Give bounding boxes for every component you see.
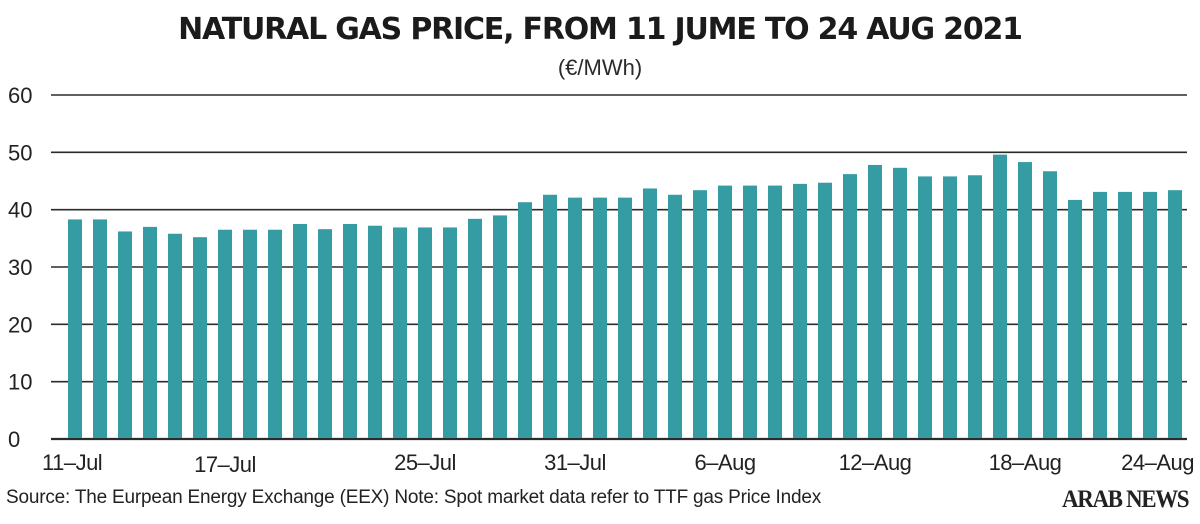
bar-26-Jul	[443, 227, 457, 438]
x-tick-label: 25–Jul	[394, 450, 456, 475]
bar-21-Jul	[318, 229, 332, 438]
bar-18-Jul	[243, 229, 257, 438]
bar-29-Jul	[518, 202, 532, 438]
x-axis-ticks: 11–Jul 17–Jul 25–Jul 31–Jul 6–Aug 12–Aug 18–Au…	[42, 450, 1195, 477]
bar-10-Aug	[818, 182, 832, 438]
bar-19-Jul	[268, 229, 282, 438]
chart-subtitle: (€/MWh)	[557, 55, 643, 80]
bar-13-Aug	[893, 167, 907, 438]
bar-8-Aug	[768, 185, 782, 438]
bar-7-Aug	[743, 185, 757, 438]
bar-9-Aug	[793, 183, 807, 438]
bar-13-Jul	[118, 231, 132, 438]
x-tick-label: 24–Aug	[1121, 450, 1194, 475]
bar-25-Jul	[418, 227, 432, 438]
y-tick-label: 60	[8, 83, 32, 108]
bar-12-Aug	[868, 164, 882, 439]
bar-21-Aug	[1093, 191, 1107, 438]
bar-22-Aug	[1118, 191, 1132, 438]
bar-6-Aug	[718, 185, 732, 438]
bar-17-Aug	[993, 154, 1007, 439]
y-tick-label: 20	[8, 312, 32, 337]
bar-15-Aug	[943, 176, 957, 438]
x-tick-label: 31–Jul	[544, 450, 606, 475]
bar-22-Jul	[343, 224, 357, 438]
bar-16-Jul	[193, 237, 207, 438]
x-tick-label: 17–Jul	[194, 452, 256, 477]
arab-news-logo: ARAB NEWS	[1061, 486, 1190, 513]
x-tick-label: 12–Aug	[839, 450, 912, 475]
bar-11-Jul	[68, 219, 82, 438]
bar-23-Jul	[368, 225, 382, 438]
y-tick-label: 0	[8, 427, 20, 452]
bar-20-Aug	[1068, 199, 1082, 438]
chart-title: NATURAL GAS PRICE, FROM 11 JUME TO 24 AU…	[178, 12, 1023, 47]
bar-27-Jul	[468, 218, 482, 438]
y-axis-ticks: 0 10 20 30 40 50 60	[8, 83, 32, 452]
bar-11-Aug	[843, 174, 857, 438]
bar-4-Aug	[668, 194, 682, 438]
bar-24-Jul	[393, 227, 407, 438]
bar-23-Aug	[1143, 191, 1157, 438]
bar-19-Aug	[1043, 171, 1057, 438]
bar-1-Aug	[593, 197, 607, 438]
bar-14-Aug	[918, 176, 932, 438]
bar-3-Aug	[643, 188, 657, 438]
bar-12-Jul	[93, 219, 107, 438]
y-tick-label: 40	[8, 198, 32, 223]
bars	[68, 154, 1182, 439]
bar-17-Jul	[218, 229, 232, 438]
y-tick-label: 10	[8, 370, 32, 395]
y-tick-label: 50	[8, 140, 32, 165]
bar-2-Aug	[618, 197, 632, 438]
bar-16-Aug	[968, 175, 982, 438]
bar-15-Jul	[168, 233, 182, 438]
x-tick-label: 6–Aug	[694, 450, 755, 475]
bar-30-Jul	[543, 194, 557, 438]
bar-24-Aug	[1168, 190, 1182, 438]
x-tick-label: 11–Jul	[42, 450, 102, 475]
bar-18-Aug	[1018, 162, 1032, 438]
bar-5-Aug	[693, 190, 707, 438]
y-tick-label: 30	[8, 255, 32, 280]
bar-28-Jul	[493, 215, 507, 438]
x-tick-label: 18–Aug	[989, 450, 1062, 475]
bar-14-Jul	[143, 226, 157, 438]
bar-20-Jul	[293, 224, 307, 438]
bar-31-Jul	[568, 197, 582, 438]
source-note: Source: The Eurpean Energy Exchange (EEX…	[6, 487, 822, 508]
